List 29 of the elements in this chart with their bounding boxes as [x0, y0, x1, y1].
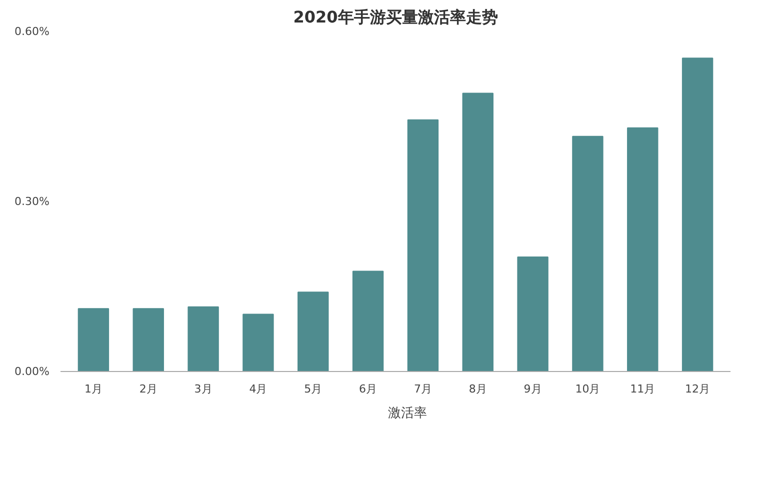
bar: [517, 256, 548, 372]
x-tick-label: 6月: [359, 382, 378, 396]
bar: [682, 58, 714, 372]
x-tick-label: 9月: [524, 382, 542, 396]
x-tick-label: 5月: [304, 382, 322, 396]
y-tick-label: 0.00%: [14, 365, 50, 378]
x-tick-label: 7月: [414, 382, 432, 396]
bar: [462, 92, 494, 372]
x-tick-label: 1月: [84, 382, 102, 396]
y-tick-label: 0.30%: [14, 195, 50, 208]
bar: [572, 136, 604, 372]
bar: [188, 306, 219, 372]
bar: [132, 308, 164, 372]
bar: [242, 314, 274, 372]
y-tick-label: 0.60%: [14, 25, 50, 38]
bar: [627, 127, 658, 372]
x-tick-label: 8月: [468, 382, 487, 396]
x-tick-label: 3月: [194, 382, 212, 396]
chart-title: 2020年手游买量激活率走势: [293, 8, 498, 26]
x-tick-label: 11月: [630, 382, 656, 396]
bar: [298, 292, 329, 372]
text: 激活率: [388, 405, 427, 422]
bar: [352, 270, 384, 372]
bar: [78, 308, 110, 372]
x-tick-label: 12月: [685, 382, 710, 396]
bar: [407, 119, 439, 372]
x-tick-label: 2月: [139, 382, 158, 396]
x-tick-label: 10月: [575, 382, 600, 396]
x-tick-label: 4月: [249, 382, 268, 396]
